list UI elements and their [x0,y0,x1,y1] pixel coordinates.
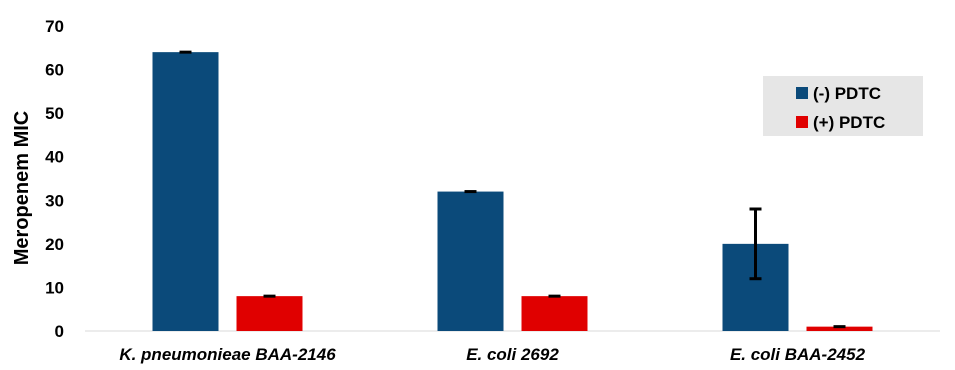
legend-label: (+) PDTC [813,113,885,132]
bar-plus-pdtc [236,296,303,331]
y-tick-label: 40 [45,148,64,167]
y-tick-label: 20 [45,235,64,254]
bar-minus-pdtc [437,191,504,331]
bars-group [152,52,873,332]
y-tick-label: 50 [45,104,64,123]
bar-plus-pdtc [521,296,588,331]
legend: (-) PDTC (+) PDTC [763,76,923,136]
bar-plus-pdtc [806,326,873,331]
y-tick-label: 60 [45,61,64,80]
legend-label: (-) PDTC [813,84,881,103]
x-category-label: K. pneumonieae BAA-2146 [119,345,336,364]
x-axis-categories: K. pneumonieae BAA-2146 E. coli 2692 E. co… [119,345,865,364]
y-axis-title: Meropenem MIC [11,111,33,265]
y-tick-label: 30 [45,191,64,210]
x-category-label: E. coli BAA-2452 [730,345,866,364]
legend-swatch [796,87,808,99]
bar-minus-pdtc [152,52,219,332]
y-tick-label: 0 [55,322,64,341]
error-bars-group [179,50,846,329]
x-category-label: E. coli 2692 [466,345,559,364]
legend-background [763,76,923,136]
y-tick-label: 70 [45,17,64,36]
y-axis-ticks: 0 10 20 30 40 50 60 70 [45,17,64,341]
legend-swatch [796,116,808,128]
y-tick-label: 10 [45,278,64,297]
